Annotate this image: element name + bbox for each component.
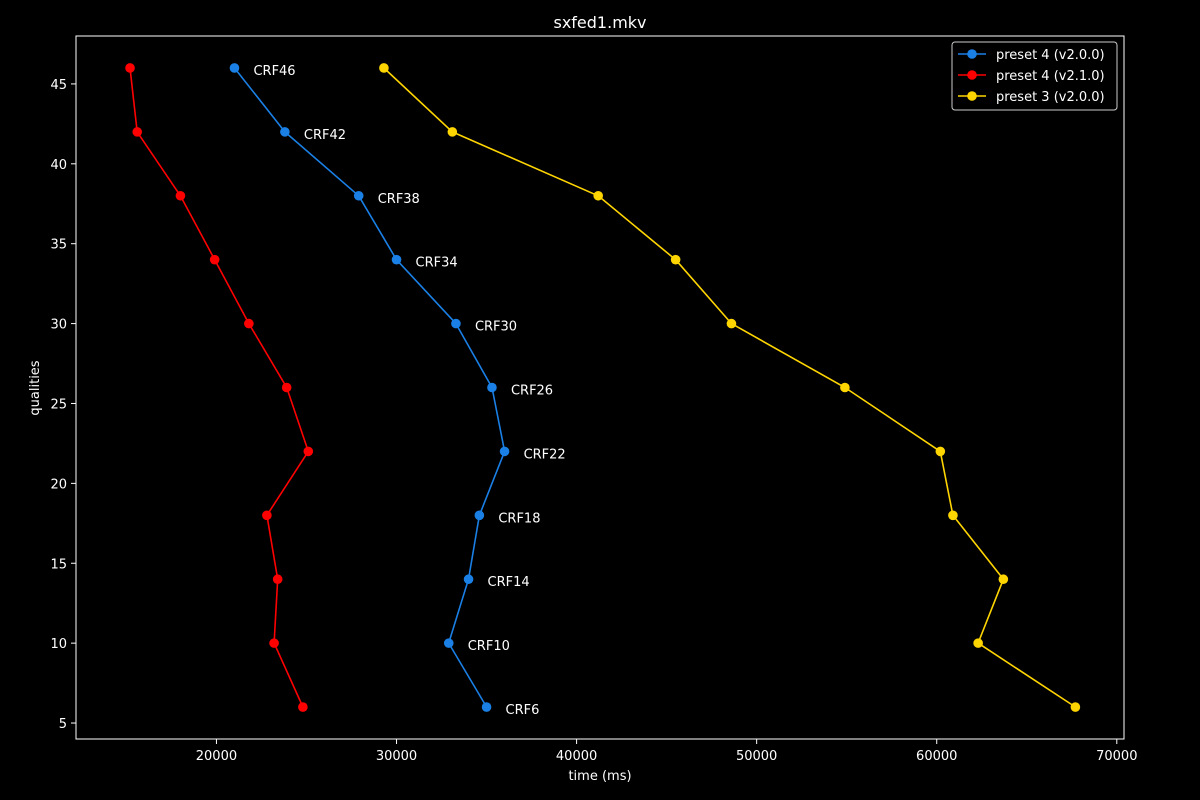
y-axis-label: qualities — [28, 360, 43, 415]
y-tick-label: 35 — [50, 238, 67, 253]
data-point — [229, 63, 240, 73]
series-1 — [229, 63, 510, 712]
y-tick-label: 20 — [50, 477, 67, 492]
legend-marker — [967, 70, 977, 80]
crf-annotation: CRF18 — [498, 511, 540, 526]
data-point — [272, 574, 283, 585]
data-point — [125, 63, 135, 73]
series-2 — [125, 63, 314, 712]
legend: preset 4 (v2.0.0) preset 4 (v2.1.0) preset… — [951, 41, 1118, 111]
legend-label: preset 3 (v2.0.0) — [996, 90, 1105, 105]
x-tick-label: 40000 — [556, 749, 597, 764]
crf-annotation: CRF22 — [524, 447, 566, 462]
data-point — [447, 127, 458, 137]
y-tick-label: 10 — [50, 637, 67, 652]
data-point — [262, 510, 272, 521]
data-point — [935, 446, 946, 457]
y-tick-label: 15 — [50, 557, 67, 572]
plot-area — [75, 35, 1125, 740]
data-point — [298, 702, 308, 712]
x-axis-label: time (ms) — [568, 769, 631, 784]
y-axis: 5 10 15 20 25 30 35 40 45 — [50, 78, 76, 732]
data-point — [593, 190, 603, 201]
data-point — [451, 318, 461, 329]
data-point — [353, 190, 364, 201]
chart-title: sxfed1.mkv — [553, 13, 646, 32]
y-tick-label: 40 — [50, 158, 67, 173]
x-axis: 20000 30000 40000 50000 60000 70000 — [196, 739, 1137, 764]
data-point — [670, 254, 681, 265]
x-tick-label: 50000 — [736, 749, 777, 764]
data-point — [499, 446, 510, 457]
data-point — [998, 574, 1009, 585]
data-point — [132, 127, 143, 137]
legend-marker — [967, 91, 977, 101]
crf-annotation: CRF14 — [488, 575, 530, 590]
crf-annotation: CRF30 — [475, 320, 517, 335]
data-point — [244, 318, 254, 329]
data-point — [281, 382, 292, 393]
x-tick-label: 60000 — [916, 749, 957, 764]
y-tick-label: 45 — [50, 78, 67, 93]
data-point — [443, 638, 454, 648]
series-3 — [379, 63, 1081, 712]
data-point — [379, 63, 389, 73]
series-line — [129, 67, 310, 708]
y-tick-label: 30 — [50, 318, 67, 333]
crf-annotation: CRF38 — [378, 192, 420, 207]
legend-marker — [967, 49, 977, 59]
data-point — [726, 318, 737, 329]
x-tick-label: 70000 — [1096, 749, 1137, 764]
series-line — [233, 67, 506, 708]
data-point — [303, 446, 314, 457]
data-point — [280, 127, 290, 137]
data-point — [474, 510, 485, 521]
crf-annotation: CRF42 — [304, 128, 346, 143]
x-tick-label: 30000 — [376, 749, 417, 764]
data-point — [175, 190, 186, 201]
data-point — [973, 638, 983, 648]
legend-label: preset 4 (v2.1.0) — [996, 69, 1105, 84]
data-point — [840, 382, 850, 393]
crf-annotation: CRF34 — [416, 256, 458, 271]
data-point — [487, 382, 497, 393]
y-tick-label: 5 — [59, 717, 67, 732]
legend-box — [951, 41, 1118, 111]
data-point — [209, 254, 220, 265]
series-layer — [125, 63, 1081, 712]
data-point — [269, 638, 279, 648]
annotation-layer: CRF46 CRF42 CRF38 CRF34 CRF30 CRF26 CRF22 CRF18… — [253, 64, 565, 718]
data-point — [1070, 702, 1081, 712]
data-point — [391, 254, 402, 265]
crf-annotation: CRF10 — [468, 639, 510, 654]
data-point — [948, 510, 958, 521]
x-tick-label: 20000 — [196, 749, 237, 764]
crf-annotation: CRF46 — [253, 64, 295, 79]
crf-annotation: CRF26 — [511, 384, 553, 399]
data-point — [481, 702, 492, 712]
legend-label: preset 4 (v2.0.0) — [996, 48, 1105, 63]
data-point — [463, 574, 474, 585]
y-tick-label: 25 — [50, 397, 67, 412]
crf-annotation: CRF6 — [506, 703, 540, 718]
